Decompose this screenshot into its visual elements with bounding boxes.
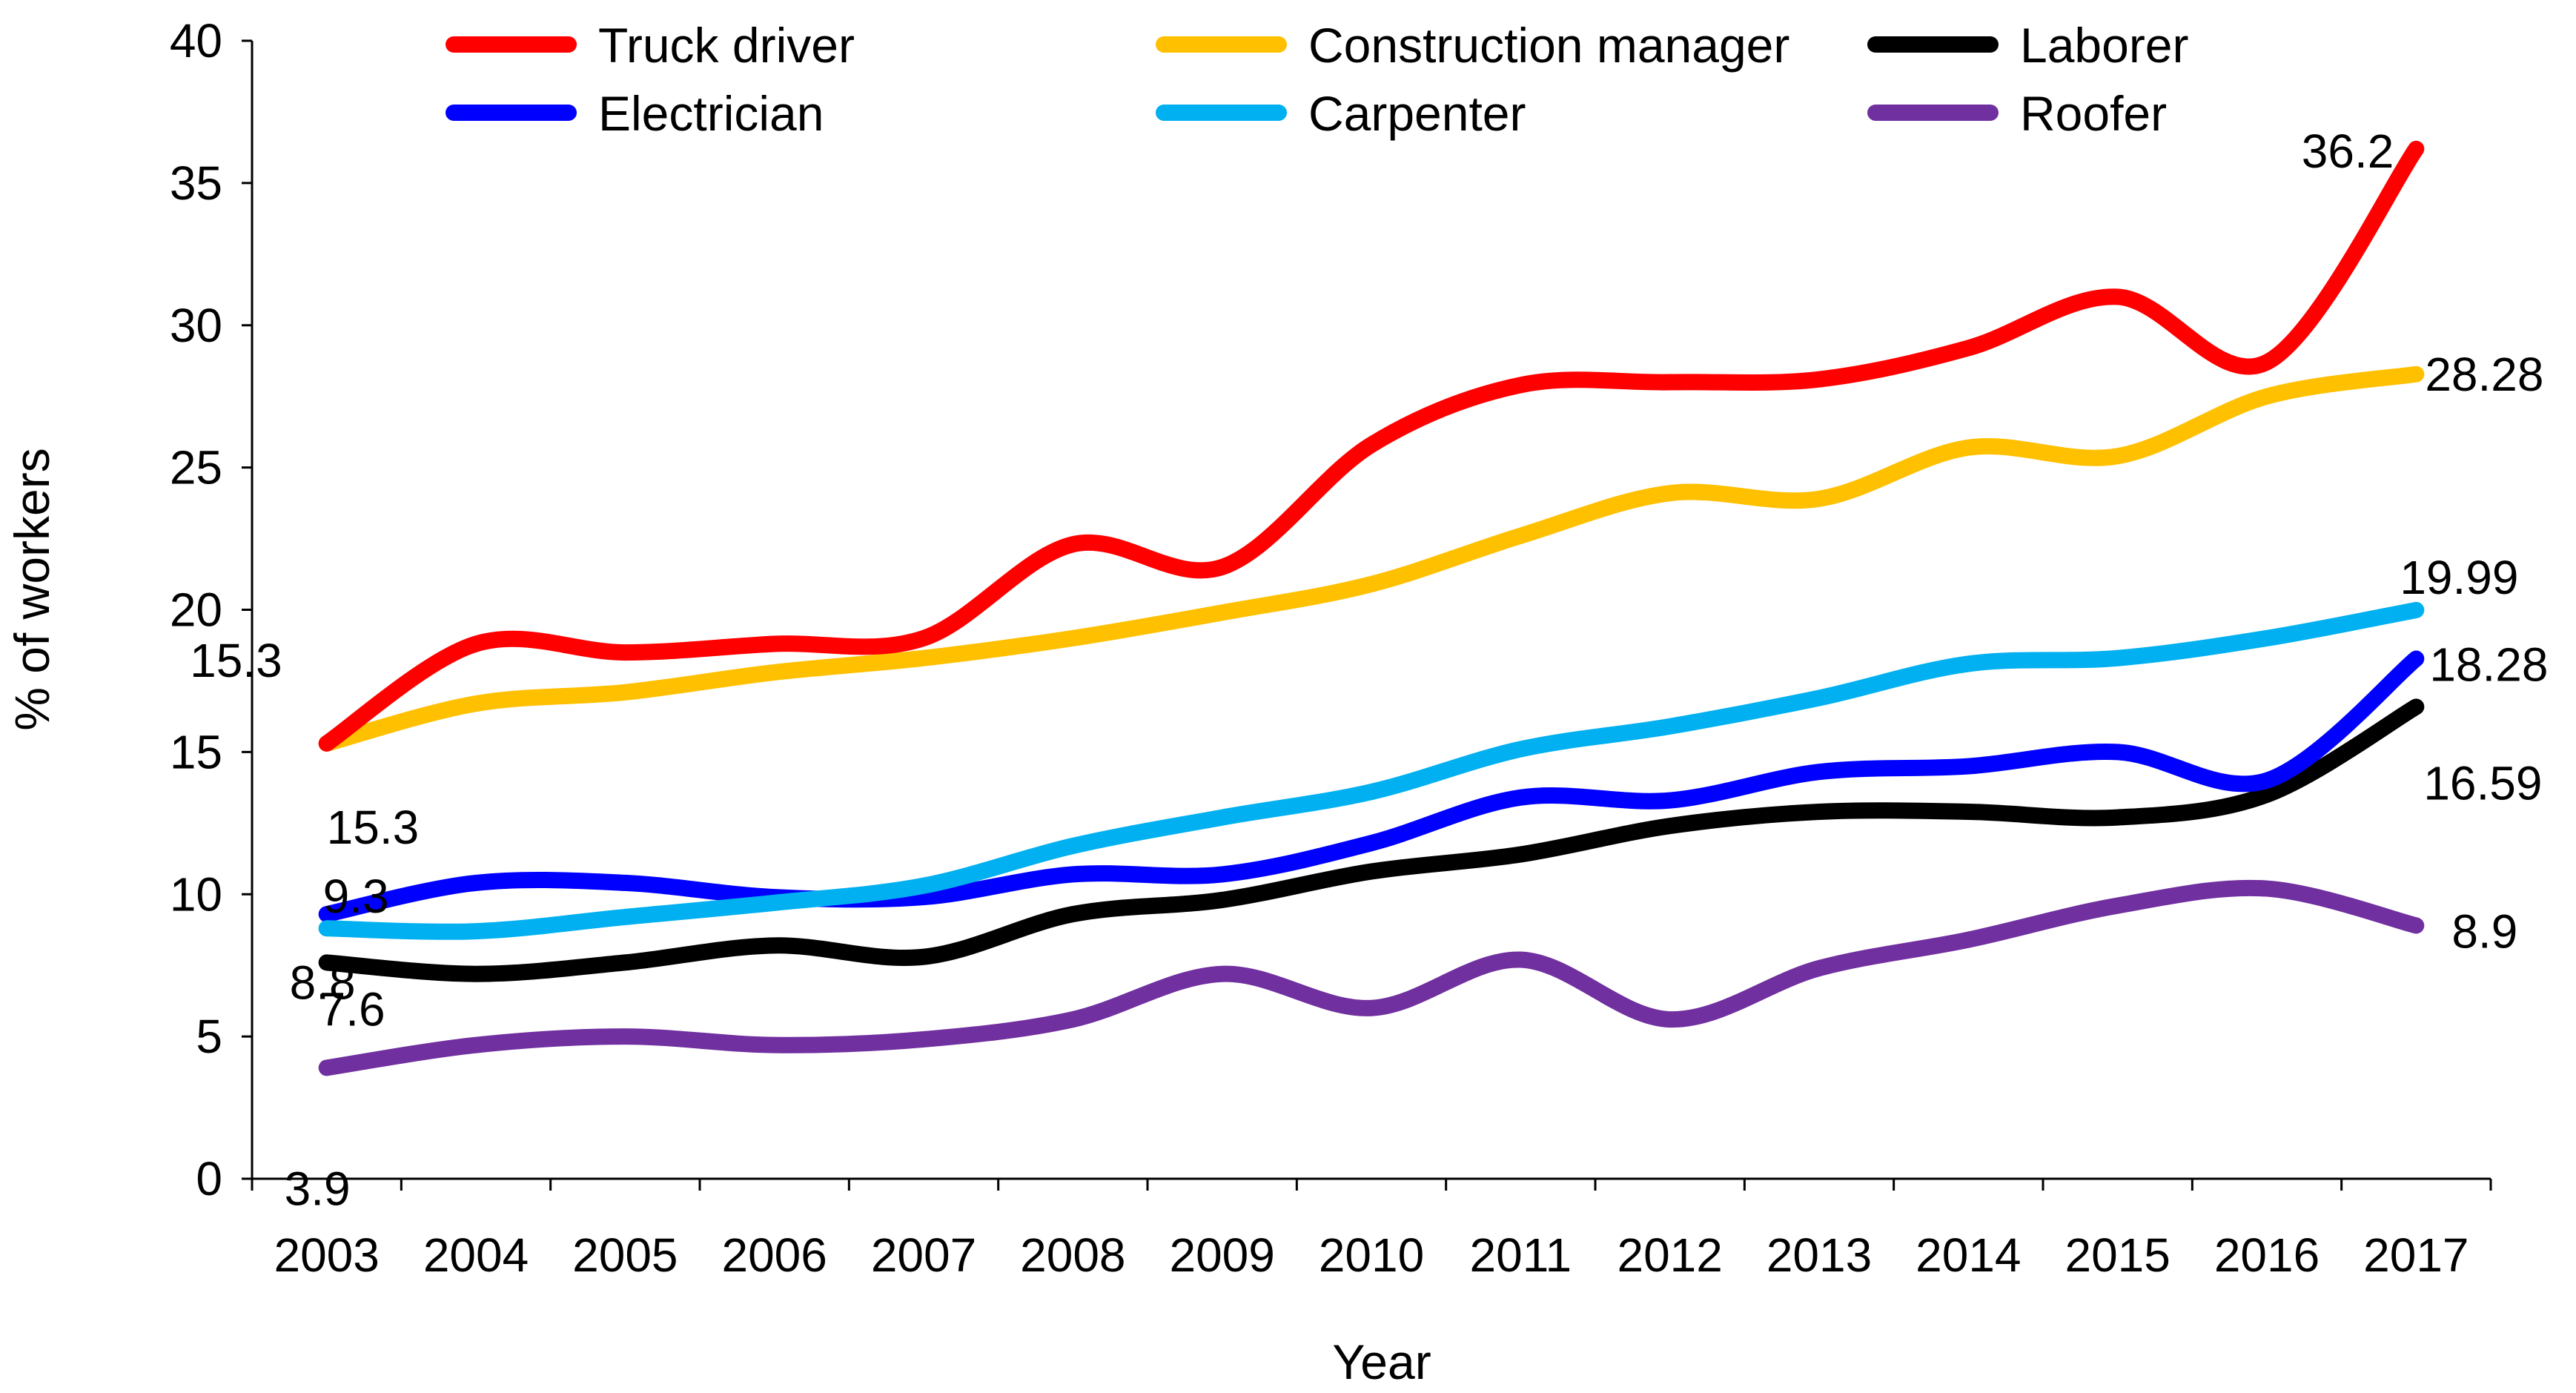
series-line-construction-manager bbox=[318, 365, 2425, 752]
data-label: 28.28 bbox=[2425, 348, 2543, 401]
y-axis-title: % of workers bbox=[4, 448, 59, 730]
y-tick-label: 30 bbox=[170, 299, 222, 352]
series-line-truck-driver bbox=[318, 140, 2425, 752]
y-tick-label: 15 bbox=[170, 725, 222, 778]
legend: Truck driver Construction manager Laborer E… bbox=[446, 18, 2189, 141]
data-label: 36.2 bbox=[2302, 125, 2394, 178]
x-tick-label: 2006 bbox=[721, 1228, 827, 1282]
x-tick-label: 2007 bbox=[871, 1228, 976, 1282]
x-tick-label: 2005 bbox=[572, 1228, 678, 1282]
axes: 0 5 10 15 20 25 30 35 40 2003 2004 2005 2006 2007 2008… bbox=[170, 14, 2492, 1282]
y-tick-label: 35 bbox=[170, 156, 222, 210]
data-label: 7.6 bbox=[319, 982, 385, 1036]
legend-label-electrician: Electrician bbox=[598, 86, 824, 141]
x-tick-label: 2008 bbox=[1020, 1228, 1125, 1282]
legend-label-laborer: Laborer bbox=[2020, 18, 2189, 73]
data-label: 15.3 bbox=[327, 801, 420, 854]
data-labels: 15.3 15.3 9.3 8.87.6 3.9 36.2 28.28 19.99 18.28 1… bbox=[190, 125, 2548, 1216]
y-tick-label: 40 bbox=[170, 14, 222, 67]
x-tick-label: 2014 bbox=[1916, 1228, 2021, 1282]
legend-label-roofer: Roofer bbox=[2020, 86, 2167, 141]
data-label: 3.9 bbox=[285, 1162, 351, 1215]
y-tick-label: 10 bbox=[170, 867, 222, 921]
x-tick-label: 2009 bbox=[1169, 1228, 1274, 1282]
x-tick-label: 2013 bbox=[1767, 1228, 1872, 1282]
x-tick-label: 2003 bbox=[274, 1228, 379, 1282]
y-tick-label: 20 bbox=[170, 583, 222, 637]
x-tick-label: 2011 bbox=[1470, 1228, 1572, 1282]
x-tick-label: 2015 bbox=[2065, 1228, 2170, 1282]
legend-label-truck-driver: Truck driver bbox=[598, 18, 855, 73]
x-tick-label: 2016 bbox=[2214, 1228, 2320, 1282]
x-axis-title: Year bbox=[1332, 1334, 1431, 1389]
legend-label-carpenter: Carpenter bbox=[1308, 86, 1526, 141]
legend-label-construction-manager: Construction manager bbox=[1308, 18, 1789, 73]
data-label: 15.3 bbox=[190, 634, 282, 687]
y-tick-label: 5 bbox=[196, 1010, 222, 1063]
series-lines bbox=[318, 140, 2425, 1076]
y-tick-label: 25 bbox=[170, 441, 222, 494]
series-line-roofer bbox=[318, 879, 2425, 1076]
data-label: 18.28 bbox=[2429, 638, 2548, 692]
series-line-carpenter bbox=[318, 601, 2425, 940]
data-label: 16.59 bbox=[2423, 756, 2542, 810]
data-label: 19.99 bbox=[2400, 551, 2518, 604]
x-tick-label: 2010 bbox=[1319, 1228, 1424, 1282]
series-line-laborer bbox=[318, 698, 2425, 982]
data-label: 8.8 bbox=[290, 956, 356, 1009]
data-label: 9.3 bbox=[323, 870, 389, 923]
x-tick-label: 2017 bbox=[2363, 1228, 2469, 1282]
data-label: 8.9 bbox=[2451, 904, 2517, 958]
x-tick-label: 2012 bbox=[1617, 1228, 1722, 1282]
y-tick-label: 0 bbox=[196, 1152, 222, 1205]
series-line-electrician bbox=[318, 650, 2425, 923]
x-tick-label: 2004 bbox=[423, 1228, 529, 1282]
